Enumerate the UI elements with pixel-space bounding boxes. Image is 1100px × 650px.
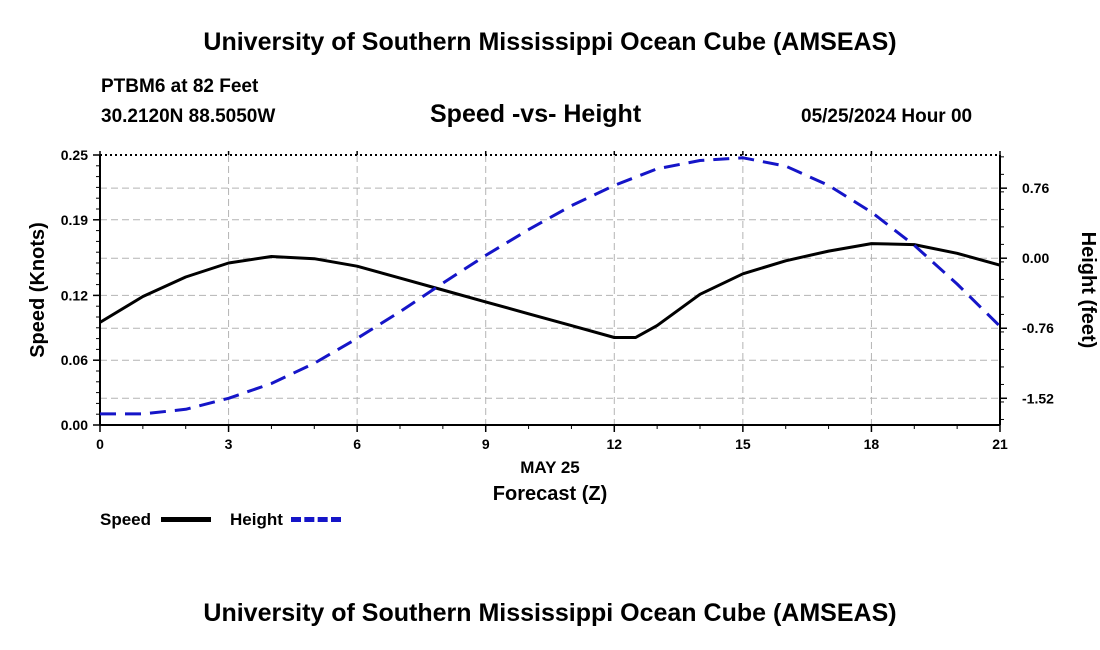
x-tick-label: 6 [353, 436, 361, 452]
chart-title: University of Southern Mississippi Ocean… [203, 28, 897, 56]
y2-tick-label: -0.76 [1022, 320, 1054, 336]
legend-speed-swatch [161, 517, 211, 522]
y-tick-label: 0.19 [61, 212, 88, 228]
footer-title: University of Southern Mississippi Ocean… [203, 599, 897, 627]
y2-tick-label: 0.76 [1022, 180, 1049, 196]
forecast-datetime: 05/25/2024 Hour 00 [801, 106, 973, 127]
speed-series-line [99, 242, 1001, 339]
x-axis-date-label: MAY 25 [520, 458, 580, 477]
x-tick-label: 12 [606, 436, 622, 452]
x-tick-label: 9 [482, 436, 490, 452]
x-tick-label: 0 [96, 436, 104, 452]
legend-height-label: Height [230, 510, 283, 529]
y-tick-label: 0.00 [61, 417, 88, 433]
x-axis-title: Forecast (Z) [493, 483, 607, 505]
y-tick-label: 0.25 [61, 147, 88, 163]
y2-tick-label: -1.52 [1022, 390, 1054, 406]
station-coordinates: 30.2120N 88.5050W [101, 106, 276, 127]
y-tick-label: 0.12 [61, 287, 88, 303]
legend-speed-label: Speed [100, 510, 152, 529]
station-label: PTBM6 at 82 Feet [101, 76, 259, 97]
legend-height-swatch [291, 517, 341, 522]
x-tick-label: 3 [225, 436, 233, 452]
y-tick-label: 0.06 [61, 352, 88, 368]
x-tick-label: 21 [992, 436, 1008, 452]
chart-subtitle: Speed -vs- Height [430, 100, 642, 128]
height-series-line [100, 156, 1002, 416]
y-axis-title: Speed (Knots) [27, 222, 49, 358]
y2-tick-label: 0.00 [1022, 250, 1049, 266]
x-tick-label: 15 [735, 436, 751, 452]
y2-axis-title: Height (feet) [1077, 232, 1099, 349]
x-tick-label: 18 [864, 436, 880, 452]
